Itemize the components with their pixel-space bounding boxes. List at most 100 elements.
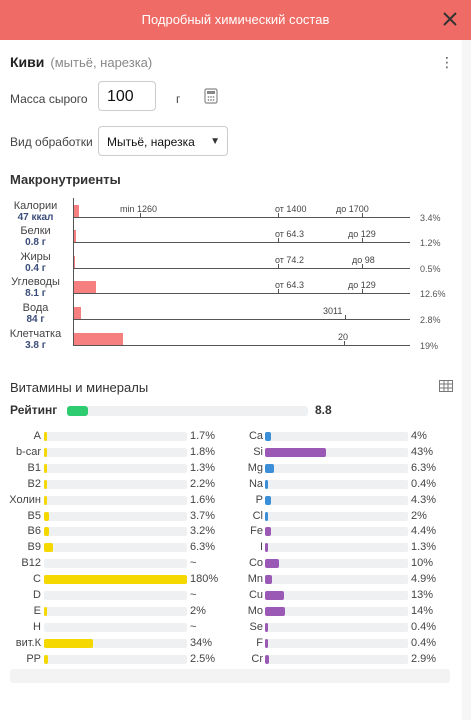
nutrient-bar-track (44, 639, 187, 648)
nutrient-percent: 6.3% (190, 541, 216, 553)
nutrient-name: A (33, 430, 41, 442)
nutrient-percent: 2.5% (190, 653, 216, 665)
dialog-body: Киви (мытьё, нарезка) ⋮ Масса сырого 100 … (0, 40, 471, 720)
macro-amount: 0.4 г (25, 263, 46, 274)
nutrient-percent: 14% (411, 605, 434, 617)
nutrient-percent: 2% (411, 510, 427, 522)
nutrient-name: Cl (252, 510, 263, 522)
nutrient-name: PP (26, 653, 41, 665)
nutrient-bar-fill (265, 527, 271, 536)
macro-tick-label: до 1700 (336, 204, 369, 214)
table-icon[interactable] (439, 379, 453, 392)
nutrient-name: P (255, 494, 263, 506)
close-icon[interactable] (439, 8, 461, 30)
nutrient-name: H (33, 621, 41, 633)
nutrient-name: Mn (247, 573, 263, 585)
nutrient-bar-track (265, 559, 408, 568)
nutrient-bar-fill (265, 512, 268, 521)
nutrient-bar-track (44, 448, 187, 457)
macro-tick (344, 341, 345, 346)
macro-axis (73, 268, 410, 269)
nutrient-percent: 180% (190, 573, 219, 585)
nutrient-bar-fill (265, 432, 271, 441)
nutrient-bar-track (265, 496, 408, 505)
macro-percent: 2.8% (420, 315, 441, 325)
nutrient-bar-fill (44, 575, 187, 584)
processing-select[interactable]: Мытьё, нарезка ▼ (98, 126, 228, 156)
macro-row-label: Углеводы 8.1 г (8, 277, 63, 300)
nutrient-bar-track (265, 464, 408, 473)
macro-tick-label: от 74.2 (275, 255, 304, 265)
nutrient-bar-fill (265, 559, 279, 568)
macro-name: Белки (20, 225, 51, 237)
macro-percent: 12.6% (420, 289, 446, 299)
nutrient-bar-fill (44, 639, 93, 648)
nutrient-bar-fill (265, 496, 271, 505)
nutrient-bar-fill (265, 480, 268, 489)
mass-input[interactable]: 100 (98, 81, 156, 111)
nutrient-percent: 4.4% (411, 525, 437, 537)
nutrient-name: I (259, 541, 263, 553)
processing-label: Вид обработки (10, 135, 93, 149)
macro-row-label: Жиры 0.4 г (8, 252, 63, 275)
nutrient-percent: 1.3% (190, 462, 216, 474)
macro-amount: 84 г (26, 314, 45, 325)
macro-amount: 0.8 г (25, 237, 46, 248)
nutrient-bar-fill (44, 512, 49, 521)
nutrient-bar-fill (265, 543, 268, 552)
nutrient-percent: 6.3% (411, 462, 437, 474)
nutrient-bar-track (44, 480, 187, 489)
nutrient-bar-fill (265, 464, 274, 473)
nutrient-bar-track (44, 543, 187, 552)
scrollbar[interactable] (462, 80, 471, 720)
content-card: Киви (мытьё, нарезка) ⋮ Масса сырого 100 … (0, 40, 462, 683)
nutrient-percent: 1.7% (190, 430, 216, 442)
nutrient-bar-fill (44, 607, 47, 616)
macro-bar (74, 307, 81, 319)
nutrient-bar-track (265, 432, 408, 441)
nutrient-bar-track (44, 464, 187, 473)
nutrient-name: Se (249, 621, 263, 633)
nutrient-bar-fill (44, 655, 48, 664)
macro-bar (74, 281, 96, 293)
macro-axis (73, 217, 410, 218)
macro-bar (74, 205, 79, 217)
nutrient-percent: 34% (190, 637, 213, 649)
nutrient-bar-fill (44, 543, 53, 552)
nutrient-bar-track (44, 575, 187, 584)
nutrient-name: Mo (247, 605, 263, 617)
macros-axis-line (73, 198, 74, 346)
nutrient-bar-fill (44, 527, 49, 536)
macro-amount: 3.8 г (25, 340, 46, 351)
nutrient-bar-track (265, 607, 408, 616)
nutrient-percent: 3.7% (190, 510, 216, 522)
macro-tick-label: 3011 (323, 306, 343, 316)
nutrient-bar-fill (265, 575, 272, 584)
nutrient-name: Mg (247, 462, 263, 474)
dialog-title: Подробный химический состав (141, 12, 330, 27)
processing-select-value: Мытьё, нарезка (107, 135, 195, 149)
macro-name: Вода (22, 302, 49, 314)
nutrient-name: Si (253, 446, 263, 458)
macro-tick-label: до 129 (348, 280, 376, 290)
nutrient-bar-fill (265, 448, 326, 457)
nutrient-name: Cu (248, 589, 263, 601)
macro-tick (362, 289, 363, 294)
macro-percent: 1.2% (420, 238, 441, 248)
calculator-icon[interactable] (204, 88, 218, 104)
mass-label: Масса сырого (10, 92, 88, 106)
macro-bar (74, 230, 76, 242)
more-menu-icon[interactable]: ⋮ (440, 54, 454, 70)
macro-tick-label: от 64.3 (275, 229, 304, 239)
macro-bar (74, 333, 123, 345)
rating-bar-track (67, 406, 308, 416)
macro-row-label: Клетчатка 3.8 г (8, 329, 63, 352)
nutrient-name: B2 (27, 478, 41, 490)
nutrient-name: Co (248, 557, 263, 569)
nutrient-name: B1 (27, 462, 41, 474)
nutrient-name: Na (248, 478, 263, 490)
macro-tick (345, 315, 346, 320)
nutrient-percent: 4.9% (411, 573, 437, 585)
macro-tick (278, 289, 279, 294)
nutrient-percent: 2.9% (411, 653, 437, 665)
